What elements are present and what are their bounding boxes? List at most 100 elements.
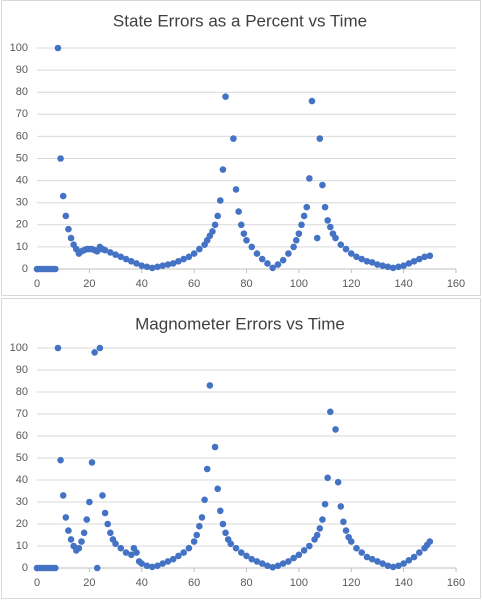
data-point <box>290 243 297 251</box>
y-tick-label: 10 <box>16 241 28 253</box>
y-tick-label: 20 <box>16 219 28 231</box>
y-tick-label: 10 <box>16 540 28 552</box>
data-point <box>253 558 261 565</box>
data-point <box>324 474 331 482</box>
data-point <box>180 549 187 556</box>
x-tick-label: 40 <box>136 278 148 290</box>
data-point <box>54 44 62 52</box>
data-point <box>337 241 345 248</box>
x-tick-label: 20 <box>83 278 95 290</box>
data-point <box>196 245 203 253</box>
data-point <box>379 560 386 567</box>
data-point <box>295 551 303 559</box>
data-point <box>332 426 339 433</box>
data-point <box>295 230 303 237</box>
data-point <box>78 538 85 545</box>
y-tick-label: 80 <box>16 386 28 398</box>
data-point <box>327 223 334 231</box>
data-point <box>384 562 392 570</box>
data-point <box>59 492 67 499</box>
data-point <box>57 456 64 464</box>
data-point <box>426 538 434 545</box>
data-point <box>148 264 156 272</box>
y-tick-label: 50 <box>16 152 28 164</box>
data-point <box>379 262 386 269</box>
data-point <box>169 260 177 267</box>
data-point <box>214 485 221 493</box>
data-point <box>308 97 316 105</box>
data-point <box>80 529 88 537</box>
y-tick-label: 20 <box>16 518 28 530</box>
data-point <box>217 507 224 515</box>
data-point <box>59 192 67 200</box>
data-point <box>154 562 161 570</box>
data-point <box>400 262 407 269</box>
data-point <box>133 549 140 556</box>
x-tick-label: 140 <box>394 577 412 589</box>
data-point <box>258 255 266 263</box>
x-tick-label: 120 <box>342 278 360 290</box>
data-point <box>196 522 203 530</box>
data-point <box>143 263 151 271</box>
data-point <box>75 544 83 552</box>
y-tick-label: 0 <box>22 562 28 574</box>
data-point <box>363 257 371 265</box>
x-tick-label: 160 <box>447 577 465 589</box>
data-point <box>222 529 229 537</box>
data-point <box>88 459 96 466</box>
data-point <box>104 520 112 528</box>
data-point <box>384 263 392 271</box>
data-point <box>258 560 266 567</box>
data-point <box>416 549 423 556</box>
data-point <box>117 253 125 261</box>
data-point <box>358 549 366 556</box>
data-point <box>154 263 161 271</box>
x-tick-label: 60 <box>188 278 200 290</box>
data-point <box>122 549 130 556</box>
y-tick-label: 70 <box>16 108 28 120</box>
y-tick-label: 30 <box>16 197 28 209</box>
data-point <box>316 525 324 532</box>
data-point <box>416 255 423 263</box>
data-point <box>122 255 130 263</box>
data-point <box>340 518 347 526</box>
data-point <box>164 558 172 565</box>
data-point <box>101 509 109 517</box>
data-point <box>243 236 250 244</box>
data-point <box>62 514 70 521</box>
data-point <box>138 560 146 567</box>
data-point <box>143 562 151 570</box>
data-point <box>148 563 156 571</box>
data-point <box>253 250 261 257</box>
data-point <box>337 503 345 510</box>
data-point <box>62 212 70 220</box>
data-point <box>101 246 109 254</box>
data-point <box>240 230 248 237</box>
data-point <box>201 496 208 504</box>
data-point <box>319 181 326 189</box>
data-point <box>313 531 321 539</box>
data-point <box>185 544 193 552</box>
data-point <box>300 212 308 220</box>
x-tick-label: 80 <box>240 278 252 290</box>
data-point <box>65 527 72 534</box>
data-point <box>159 262 166 269</box>
data-point <box>185 253 193 261</box>
data-point <box>306 175 313 182</box>
data-point <box>316 135 324 142</box>
data-point <box>237 221 245 229</box>
data-point <box>52 564 59 572</box>
data-point <box>175 552 182 560</box>
data-point <box>292 236 300 244</box>
x-tick-label: 20 <box>83 577 95 589</box>
data-point <box>219 520 227 528</box>
data-point <box>410 553 418 561</box>
data-point <box>347 538 355 545</box>
y-tick-label: 100 <box>10 42 28 54</box>
data-point <box>175 257 182 265</box>
x-tick-label: 0 <box>34 278 40 290</box>
y-tick-label: 40 <box>16 175 28 187</box>
data-point <box>321 203 329 211</box>
data-point <box>410 257 418 265</box>
